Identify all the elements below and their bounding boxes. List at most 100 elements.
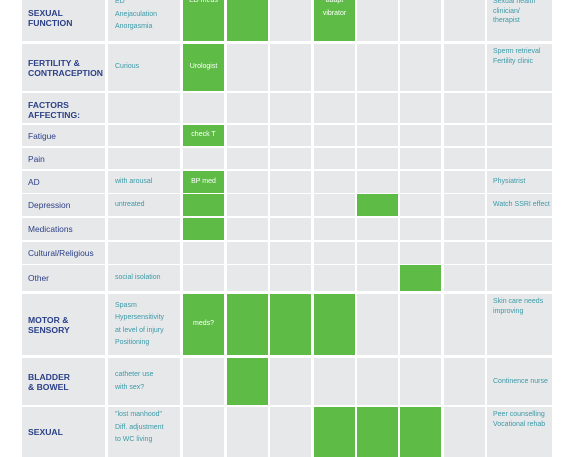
factor-label: Depression bbox=[22, 194, 105, 216]
intervention-cell bbox=[270, 93, 311, 123]
note-cell bbox=[108, 218, 180, 240]
note-cell bbox=[108, 242, 180, 264]
intervention-cell-marked bbox=[400, 265, 441, 291]
intervention-cell bbox=[400, 148, 441, 169]
category-label: FACTORS AFFECTING: bbox=[22, 93, 105, 123]
intervention-cell bbox=[444, 265, 485, 291]
factor-label: Fatigue bbox=[22, 125, 105, 146]
resource-cell: Physiatrist bbox=[487, 171, 552, 193]
intervention-cell bbox=[400, 93, 441, 123]
intervention-cell bbox=[183, 93, 224, 123]
intervention-cell bbox=[400, 125, 441, 146]
intervention-cell bbox=[227, 44, 268, 91]
intervention-text: adapt vibrator bbox=[322, 0, 347, 17]
resource-cell: Peer counselling Vocational rehab bbox=[487, 407, 552, 457]
factor-label: Other bbox=[22, 265, 105, 291]
resource-text: Peer counselling Vocational rehab bbox=[493, 411, 546, 428]
intervention-cell-marked bbox=[183, 194, 224, 216]
intervention-text: ED meds bbox=[189, 0, 218, 4]
note-cell: catheter use with sex? bbox=[108, 358, 180, 405]
intervention-cell bbox=[314, 171, 355, 193]
intervention-cell bbox=[183, 358, 224, 405]
note-cell: with arousal bbox=[108, 171, 180, 193]
intervention-cell bbox=[357, 294, 398, 355]
intervention-cell-marked bbox=[183, 218, 224, 240]
intervention-cell-marked bbox=[357, 407, 398, 457]
category-label: MOTOR & SENSORY bbox=[22, 294, 105, 355]
intervention-cell bbox=[444, 148, 485, 169]
intervention-cell bbox=[183, 265, 224, 291]
intervention-cell-marked bbox=[270, 294, 311, 355]
intervention-cell bbox=[357, 171, 398, 193]
intervention-cell bbox=[444, 194, 485, 216]
note-text: "lost manhood" Diff. adjustment to WC li… bbox=[115, 411, 164, 443]
intervention-cell-marked: adapt vibrator bbox=[314, 0, 355, 41]
intervention-cell bbox=[314, 358, 355, 405]
intervention-cell bbox=[227, 125, 268, 146]
intervention-cell bbox=[357, 242, 398, 264]
intervention-cell bbox=[400, 294, 441, 355]
intervention-cell bbox=[227, 171, 268, 193]
assessment-grid: SEXUAL FUNCTION ED Anejaculation Anorgasm… bbox=[22, 0, 552, 457]
intervention-cell bbox=[400, 242, 441, 264]
intervention-cell bbox=[444, 407, 485, 457]
intervention-cell bbox=[270, 0, 311, 41]
category-label: BLADDER & BOWEL bbox=[22, 358, 105, 405]
intervention-cell bbox=[444, 294, 485, 355]
note-cell bbox=[108, 125, 180, 146]
intervention-cell bbox=[444, 125, 485, 146]
intervention-cell bbox=[227, 407, 268, 457]
note-text: with arousal bbox=[115, 177, 153, 185]
factor-label: Pain bbox=[22, 148, 105, 169]
intervention-cell bbox=[400, 0, 441, 41]
intervention-cell bbox=[357, 218, 398, 240]
resource-text: Skin care needs improving bbox=[493, 298, 544, 315]
resource-text: Sexual health clinician/ therapist bbox=[493, 0, 536, 24]
intervention-text: Urologist bbox=[189, 63, 218, 71]
intervention-cell bbox=[314, 125, 355, 146]
intervention-cell bbox=[270, 358, 311, 405]
intervention-cell bbox=[357, 125, 398, 146]
intervention-cell bbox=[183, 148, 224, 169]
intervention-cell bbox=[270, 194, 311, 216]
factor-text: Depression bbox=[28, 200, 71, 210]
factor-text: Medications bbox=[28, 224, 73, 234]
intervention-cell bbox=[314, 44, 355, 91]
intervention-cell-marked bbox=[227, 358, 268, 405]
intervention-cell bbox=[357, 93, 398, 123]
factor-text: Cultural/Religious bbox=[28, 248, 94, 258]
note-text: ED Anejaculation Anorgasmia bbox=[115, 0, 158, 30]
resource-cell: Sperm retrieval Fertility clinic bbox=[487, 44, 552, 91]
note-cell: social isolation bbox=[108, 265, 180, 291]
note-text: untreated bbox=[115, 200, 145, 208]
note-text: catheter use with sex? bbox=[115, 371, 154, 391]
intervention-cell-marked bbox=[227, 0, 268, 41]
resource-text: Watch SSRI effect bbox=[493, 201, 550, 209]
resource-cell bbox=[487, 218, 552, 240]
intervention-cell bbox=[183, 242, 224, 264]
factor-text: Other bbox=[28, 273, 49, 283]
note-text: Curious bbox=[115, 63, 140, 71]
intervention-cell bbox=[227, 194, 268, 216]
note-cell: "lost manhood" Diff. adjustment to WC li… bbox=[108, 407, 180, 457]
intervention-cell bbox=[400, 194, 441, 216]
intervention-cell-marked bbox=[357, 194, 398, 216]
intervention-cell bbox=[183, 407, 224, 457]
category-label: SEXUAL bbox=[22, 407, 105, 457]
intervention-cell bbox=[314, 93, 355, 123]
intervention-cell bbox=[227, 93, 268, 123]
resource-text: Physiatrist bbox=[493, 178, 526, 186]
intervention-cell bbox=[444, 171, 485, 193]
factor-text: Pain bbox=[28, 153, 45, 164]
intervention-cell bbox=[444, 218, 485, 240]
intervention-cell-marked bbox=[314, 407, 355, 457]
intervention-cell bbox=[400, 218, 441, 240]
intervention-cell bbox=[270, 125, 311, 146]
note-text: Spasm Hypersensitivity at level of injur… bbox=[115, 301, 165, 347]
intervention-cell bbox=[270, 265, 311, 291]
intervention-cell bbox=[314, 148, 355, 169]
intervention-cell bbox=[357, 0, 398, 41]
note-cell: ED Anejaculation Anorgasmia bbox=[108, 0, 180, 41]
intervention-cell bbox=[270, 218, 311, 240]
intervention-cell bbox=[314, 218, 355, 240]
